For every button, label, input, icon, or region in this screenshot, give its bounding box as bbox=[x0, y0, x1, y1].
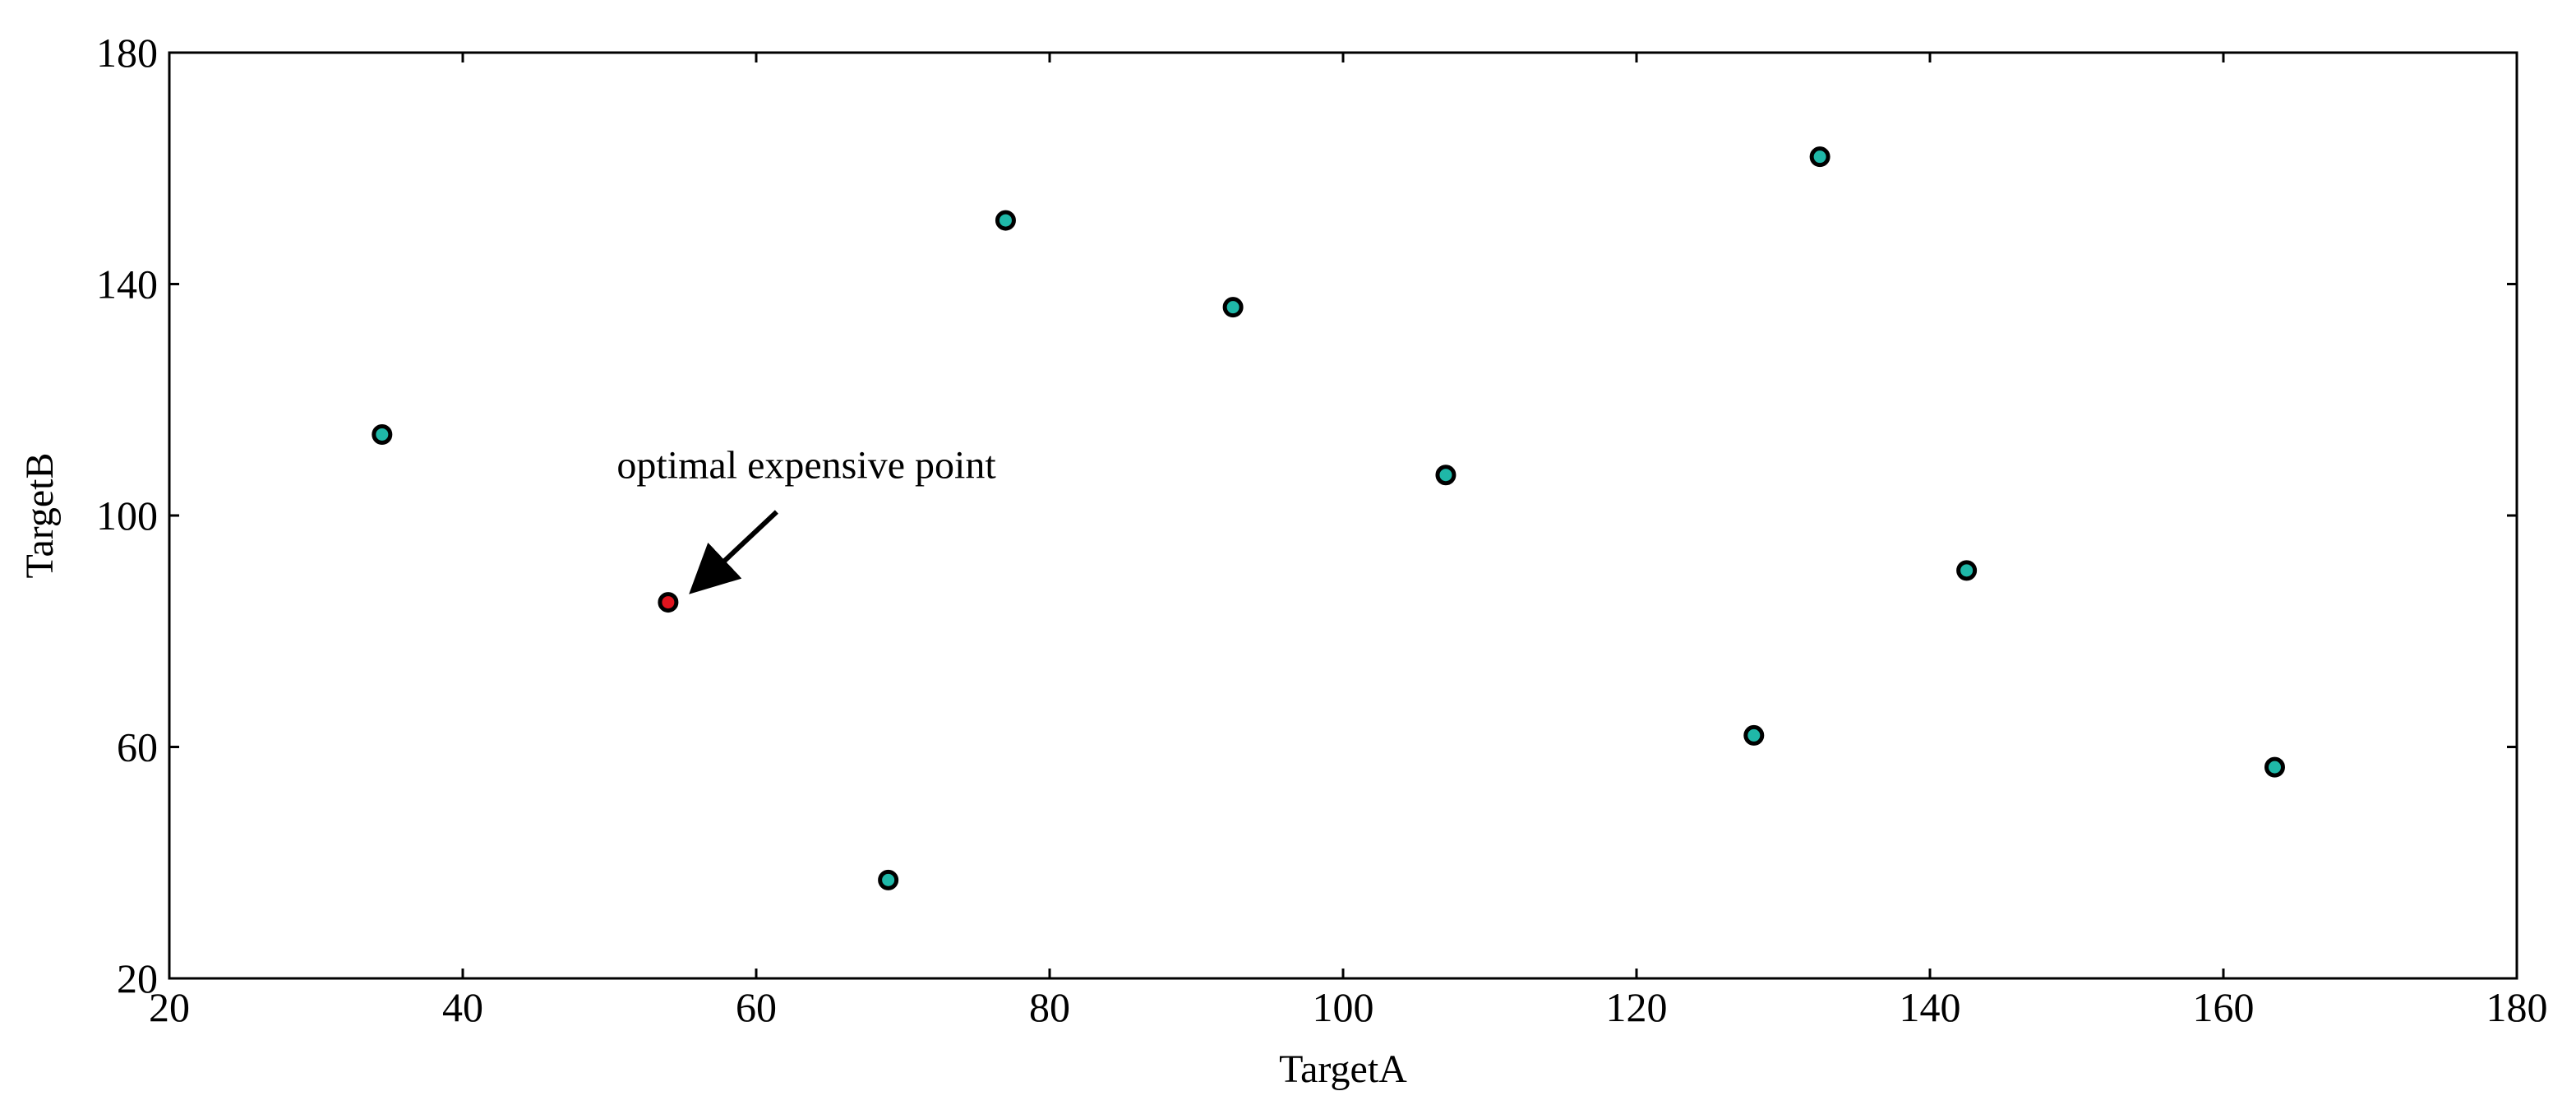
data-point bbox=[1809, 146, 1830, 168]
annotation-group: optimal expensive point bbox=[616, 443, 996, 594]
data-points bbox=[372, 146, 2285, 890]
data-point bbox=[2264, 756, 2285, 778]
plot-area-frame bbox=[168, 51, 2518, 980]
data-point bbox=[1956, 560, 1978, 581]
y-tick-label: 140 bbox=[96, 261, 158, 307]
x-tick-label: 140 bbox=[1900, 984, 1961, 1030]
y-tick-label: 20 bbox=[117, 955, 158, 1001]
x-tick-label: 180 bbox=[2486, 984, 2548, 1030]
data-point bbox=[1743, 724, 1765, 746]
x-tick-label: 40 bbox=[442, 984, 483, 1030]
x-tick-label: 60 bbox=[736, 984, 777, 1030]
data-point bbox=[1435, 465, 1457, 486]
annotation-text: optimal expensive point bbox=[616, 443, 996, 487]
x-tick-label: 20 bbox=[149, 984, 190, 1030]
x-tick-label: 100 bbox=[1313, 984, 1374, 1030]
data-point bbox=[995, 210, 1016, 231]
x-tick-label: 160 bbox=[2193, 984, 2255, 1030]
x-axis-label: TargetA bbox=[1279, 1047, 1407, 1091]
annotation-arrow bbox=[689, 510, 778, 594]
y-axis-ticks: 20 60 100 140 180 bbox=[96, 30, 2517, 1001]
y-tick-label: 60 bbox=[117, 724, 158, 770]
highlight-data-point bbox=[658, 592, 679, 613]
data-point bbox=[372, 423, 393, 445]
x-axis-ticks: 20 40 60 80 100 120 140 160 180 bbox=[149, 53, 2548, 1030]
data-point bbox=[1222, 297, 1244, 318]
y-axis-label: TargetB bbox=[18, 452, 62, 578]
y-tick-label: 100 bbox=[96, 492, 158, 539]
x-tick-label: 80 bbox=[1029, 984, 1070, 1030]
y-tick-label: 180 bbox=[96, 30, 158, 76]
x-tick-label: 120 bbox=[1606, 984, 1668, 1030]
data-point bbox=[878, 869, 899, 890]
